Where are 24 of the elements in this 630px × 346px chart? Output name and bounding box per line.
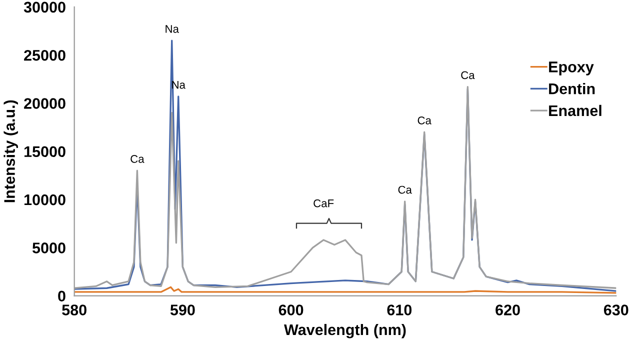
- x-tick-label: 590: [170, 304, 195, 316]
- legend-label: Dentin: [549, 83, 595, 94]
- legend-label: Enamel: [549, 104, 602, 116]
- y-tick-label: 20000: [24, 98, 66, 109]
- annotation: CaF: [314, 199, 334, 208]
- y-axis-title: Intensity (a.u.): [4, 100, 18, 202]
- annotation: Ca: [398, 186, 412, 194]
- x-tick-label: 630: [604, 304, 628, 316]
- annotation: Ca: [418, 116, 432, 124]
- y-tick-label: 30000: [24, 2, 66, 13]
- x-tick-label: 620: [496, 304, 520, 316]
- y-tick-label: 25000: [24, 50, 66, 61]
- y-tick-label: 10000: [24, 194, 66, 206]
- annotation: Ca: [130, 155, 144, 163]
- x-tick-label: 600: [278, 304, 304, 316]
- annotation: Na: [166, 25, 179, 33]
- x-tick-label: 610: [387, 304, 412, 316]
- y-tick-label: 5000: [32, 242, 66, 254]
- x-axis-title: Wavelength (nm): [284, 324, 406, 338]
- y-tick-label: 0: [58, 290, 66, 302]
- y-tick-label: 15000: [24, 146, 66, 158]
- legend-label: Epoxy: [549, 62, 594, 76]
- x-tick-label: 580: [62, 304, 86, 316]
- annotation: Ca: [461, 71, 475, 80]
